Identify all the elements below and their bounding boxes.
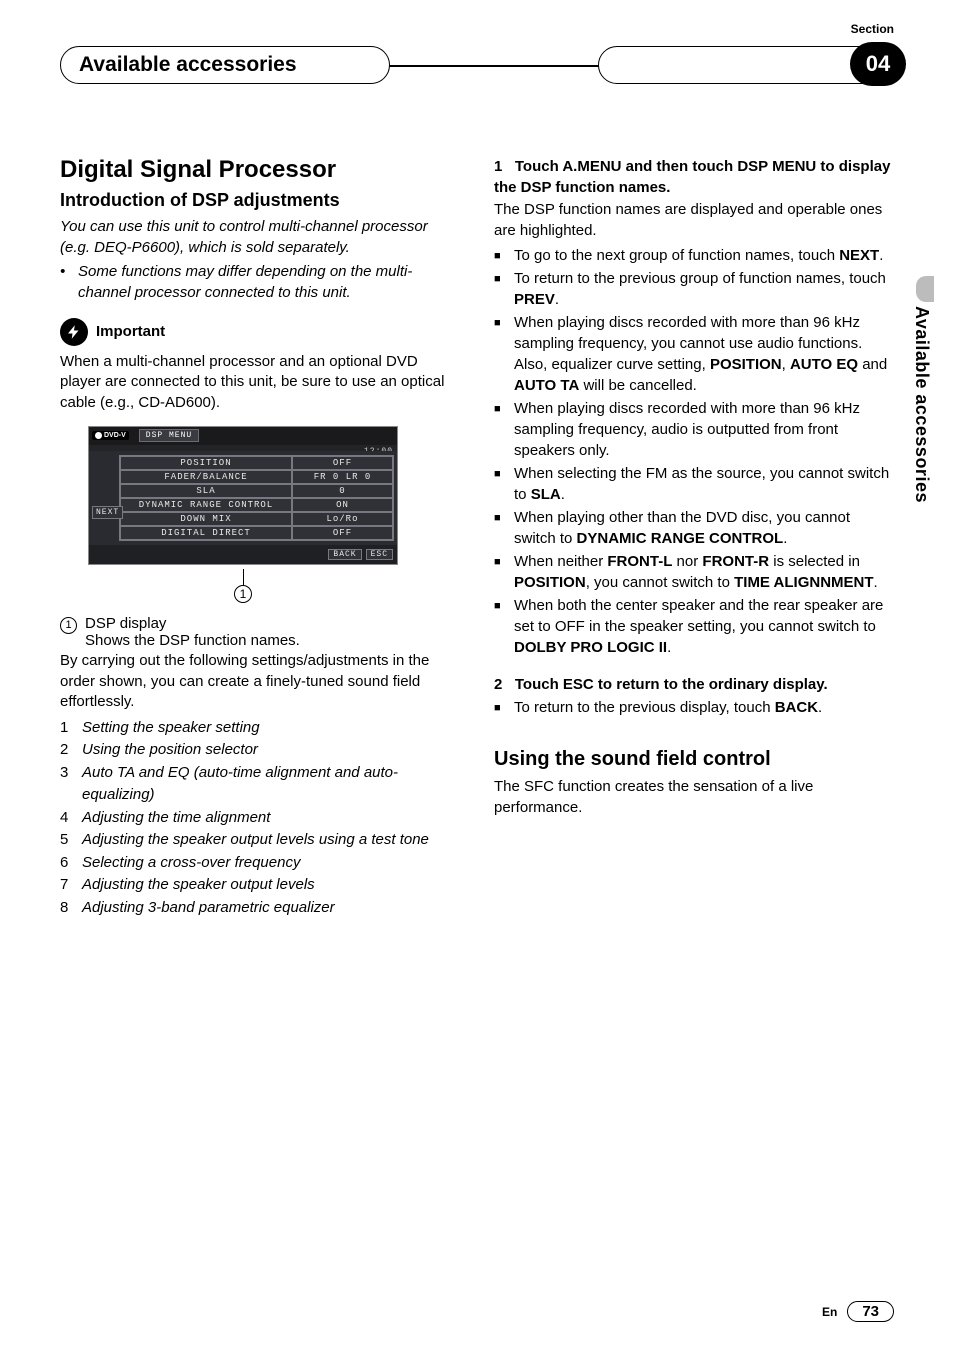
intro-paragraph: You can use this unit to control multi-c… — [60, 217, 460, 258]
ss-esc-button[interactable]: ESC — [366, 549, 393, 560]
side-tab-label: Available accessories — [911, 306, 932, 503]
header-title: Available accessories — [79, 53, 297, 77]
dsp-screenshot: DVD-V DSP MENU 12:00 NEXT POSITIONOFF FA… — [88, 426, 398, 603]
dvd-badge: DVD-V — [92, 431, 129, 440]
list-item: Using the position selector — [82, 739, 258, 762]
section-label: Section — [851, 22, 894, 36]
step2-heading: 2 Touch ESC to return to the ordinary di… — [494, 674, 894, 695]
list-item: Adjusting 3-band parametric equalizer — [82, 897, 335, 920]
ss-cell: 0 — [292, 484, 393, 498]
bullet-text: Some functions may differ depending on t… — [78, 262, 460, 303]
list-item: Adjusting the speaker output levels usin… — [82, 829, 429, 852]
note-row: ■To return to the previous group of func… — [494, 268, 894, 310]
caption-sub: Shows the DSP function names. — [85, 632, 300, 649]
note-row: ■When both the center speaker and the re… — [494, 595, 894, 658]
caption-row: 1 DSP display Shows the DSP function nam… — [60, 615, 460, 649]
note-row: ■When neither FRONT-L nor FRONT-R is sel… — [494, 551, 894, 593]
ss-cell: FADER/BALANCE — [120, 470, 292, 484]
note-row: ■When playing other than the DVD disc, y… — [494, 507, 894, 549]
ss-cell: ON — [292, 498, 393, 512]
list-item: Adjusting the speaker output levels — [82, 874, 315, 897]
step1-heading: 1 Touch A.MENU and then touch DSP MENU t… — [494, 156, 894, 198]
ss-cell: DIGITAL DIRECT — [120, 526, 292, 540]
left-column: Digital Signal Processor Introduction of… — [60, 156, 460, 919]
heading-sfc: Using the sound field control — [494, 748, 894, 771]
caption-title: DSP display — [85, 615, 300, 632]
ordered-list: 1Setting the speaker setting 2Using the … — [60, 717, 460, 920]
side-tab-accent — [916, 276, 934, 302]
header-title-pill: Available accessories — [60, 46, 390, 84]
ss-cell: FR 0 LR 0 — [292, 470, 393, 484]
list-item: Setting the speaker setting — [82, 717, 260, 740]
note-row: ■When playing discs recorded with more t… — [494, 398, 894, 461]
important-row: Important — [60, 318, 460, 346]
list-item: Selecting a cross-over frequency — [82, 852, 300, 875]
footer-page-number: 73 — [847, 1301, 894, 1322]
ss-cell: DYNAMIC RANGE CONTROL — [120, 498, 292, 512]
important-icon — [60, 318, 88, 346]
note-row: ■When selecting the FM as the source, yo… — [494, 463, 894, 505]
ss-cell: DOWN MIX — [120, 512, 292, 526]
note-row: ■To return to the previous display, touc… — [494, 697, 894, 718]
caption-number: 1 — [60, 617, 77, 634]
footer-lang: En — [822, 1305, 837, 1319]
ss-cell: OFF — [292, 456, 393, 470]
ss-cell: OFF — [292, 526, 393, 540]
section-number-badge: 04 — [850, 42, 906, 86]
ss-next-button[interactable]: NEXT — [92, 506, 123, 519]
ss-cell: SLA — [120, 484, 292, 498]
heading-dsp: Digital Signal Processor — [60, 156, 460, 184]
page-header: Available accessories 04 — [60, 46, 894, 94]
bullet-dot: • — [60, 262, 78, 303]
list-item: Adjusting the time alignment — [82, 807, 270, 830]
note-row: ■To go to the next group of function nam… — [494, 245, 894, 266]
list-item: Auto TA and EQ (auto-time alignment and … — [82, 762, 460, 807]
ss-cell: Lo/Ro — [292, 512, 393, 526]
note-row: ■When playing discs recorded with more t… — [494, 312, 894, 396]
dsp-menu-title: DSP MENU — [139, 429, 199, 442]
step1-paragraph: The DSP function names are displayed and… — [494, 200, 894, 241]
intro-bullet: • Some functions may differ depending on… — [60, 262, 460, 303]
right-column: 1 Touch A.MENU and then touch DSP MENU t… — [494, 156, 894, 919]
after-caption: By carrying out the following settings/a… — [60, 651, 460, 713]
ss-callout-number: 1 — [234, 585, 252, 603]
page-footer: En 73 — [822, 1301, 894, 1322]
ss-callout: 1 — [88, 569, 398, 603]
important-label: Important — [96, 323, 165, 340]
side-tab: Available accessories — [904, 290, 934, 550]
ss-back-button[interactable]: BACK — [328, 549, 361, 560]
ss-grid: POSITIONOFF FADER/BALANCEFR 0 LR 0 SLA0 … — [119, 455, 394, 541]
heading-intro: Introduction of DSP adjustments — [60, 190, 460, 211]
header-divider — [386, 65, 604, 67]
ss-cell: POSITION — [120, 456, 292, 470]
sfc-paragraph: The SFC function creates the sensation o… — [494, 777, 894, 818]
important-text: When a multi-channel processor and an op… — [60, 352, 460, 414]
